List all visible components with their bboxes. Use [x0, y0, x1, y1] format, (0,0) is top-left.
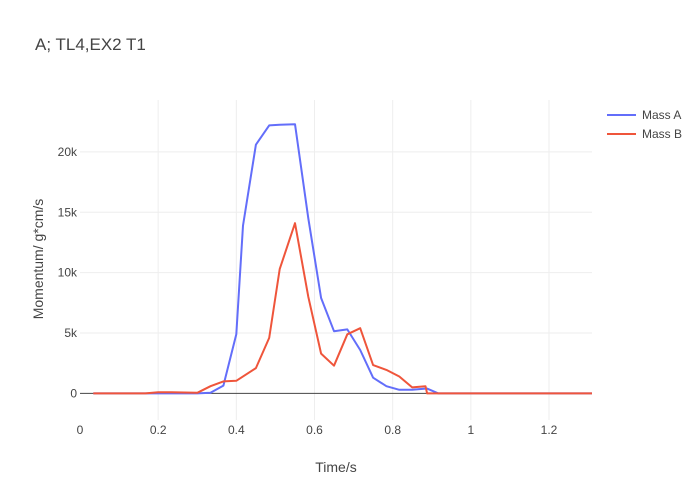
y-axis-label: Momentum/ g*cm/s: [30, 199, 46, 320]
chart-title: A; TL4,EX2 T1: [35, 35, 146, 54]
y-tick-label: 5k: [64, 326, 78, 340]
x-tick-label: 1: [467, 423, 474, 437]
legend-label: Mass A: [642, 108, 681, 122]
y-tick-label: 10k: [58, 266, 78, 280]
series-line-mass-b[interactable]: [93, 222, 592, 395]
y-tick-label: 15k: [58, 205, 78, 219]
x-tick-label: 0: [77, 423, 84, 437]
x-tick-label: 0.6: [306, 423, 323, 437]
x-tick-label: 1.2: [541, 423, 558, 437]
x-axis-label: Time/s: [315, 459, 356, 475]
series-layer: [93, 123, 592, 395]
legend[interactable]: Mass A Mass B: [607, 108, 682, 141]
x-axis-ticks: 0 0.2 0.4 0.6 0.8 1 1.2: [77, 423, 558, 437]
y-axis-ticks: 0 5k 10k 15k 20k: [58, 145, 78, 401]
legend-item-mass-b[interactable]: Mass B: [607, 127, 682, 141]
x-tick-label: 0.2: [150, 423, 167, 437]
y-tick-label: 20k: [58, 145, 78, 159]
grid: [80, 100, 592, 420]
legend-label: Mass B: [642, 127, 682, 141]
x-tick-label: 0.4: [228, 423, 245, 437]
y-tick-label: 0: [70, 386, 77, 400]
legend-item-mass-a[interactable]: Mass A: [607, 108, 681, 122]
x-tick-label: 0.8: [384, 423, 401, 437]
series-line-mass-a[interactable]: [93, 123, 592, 395]
